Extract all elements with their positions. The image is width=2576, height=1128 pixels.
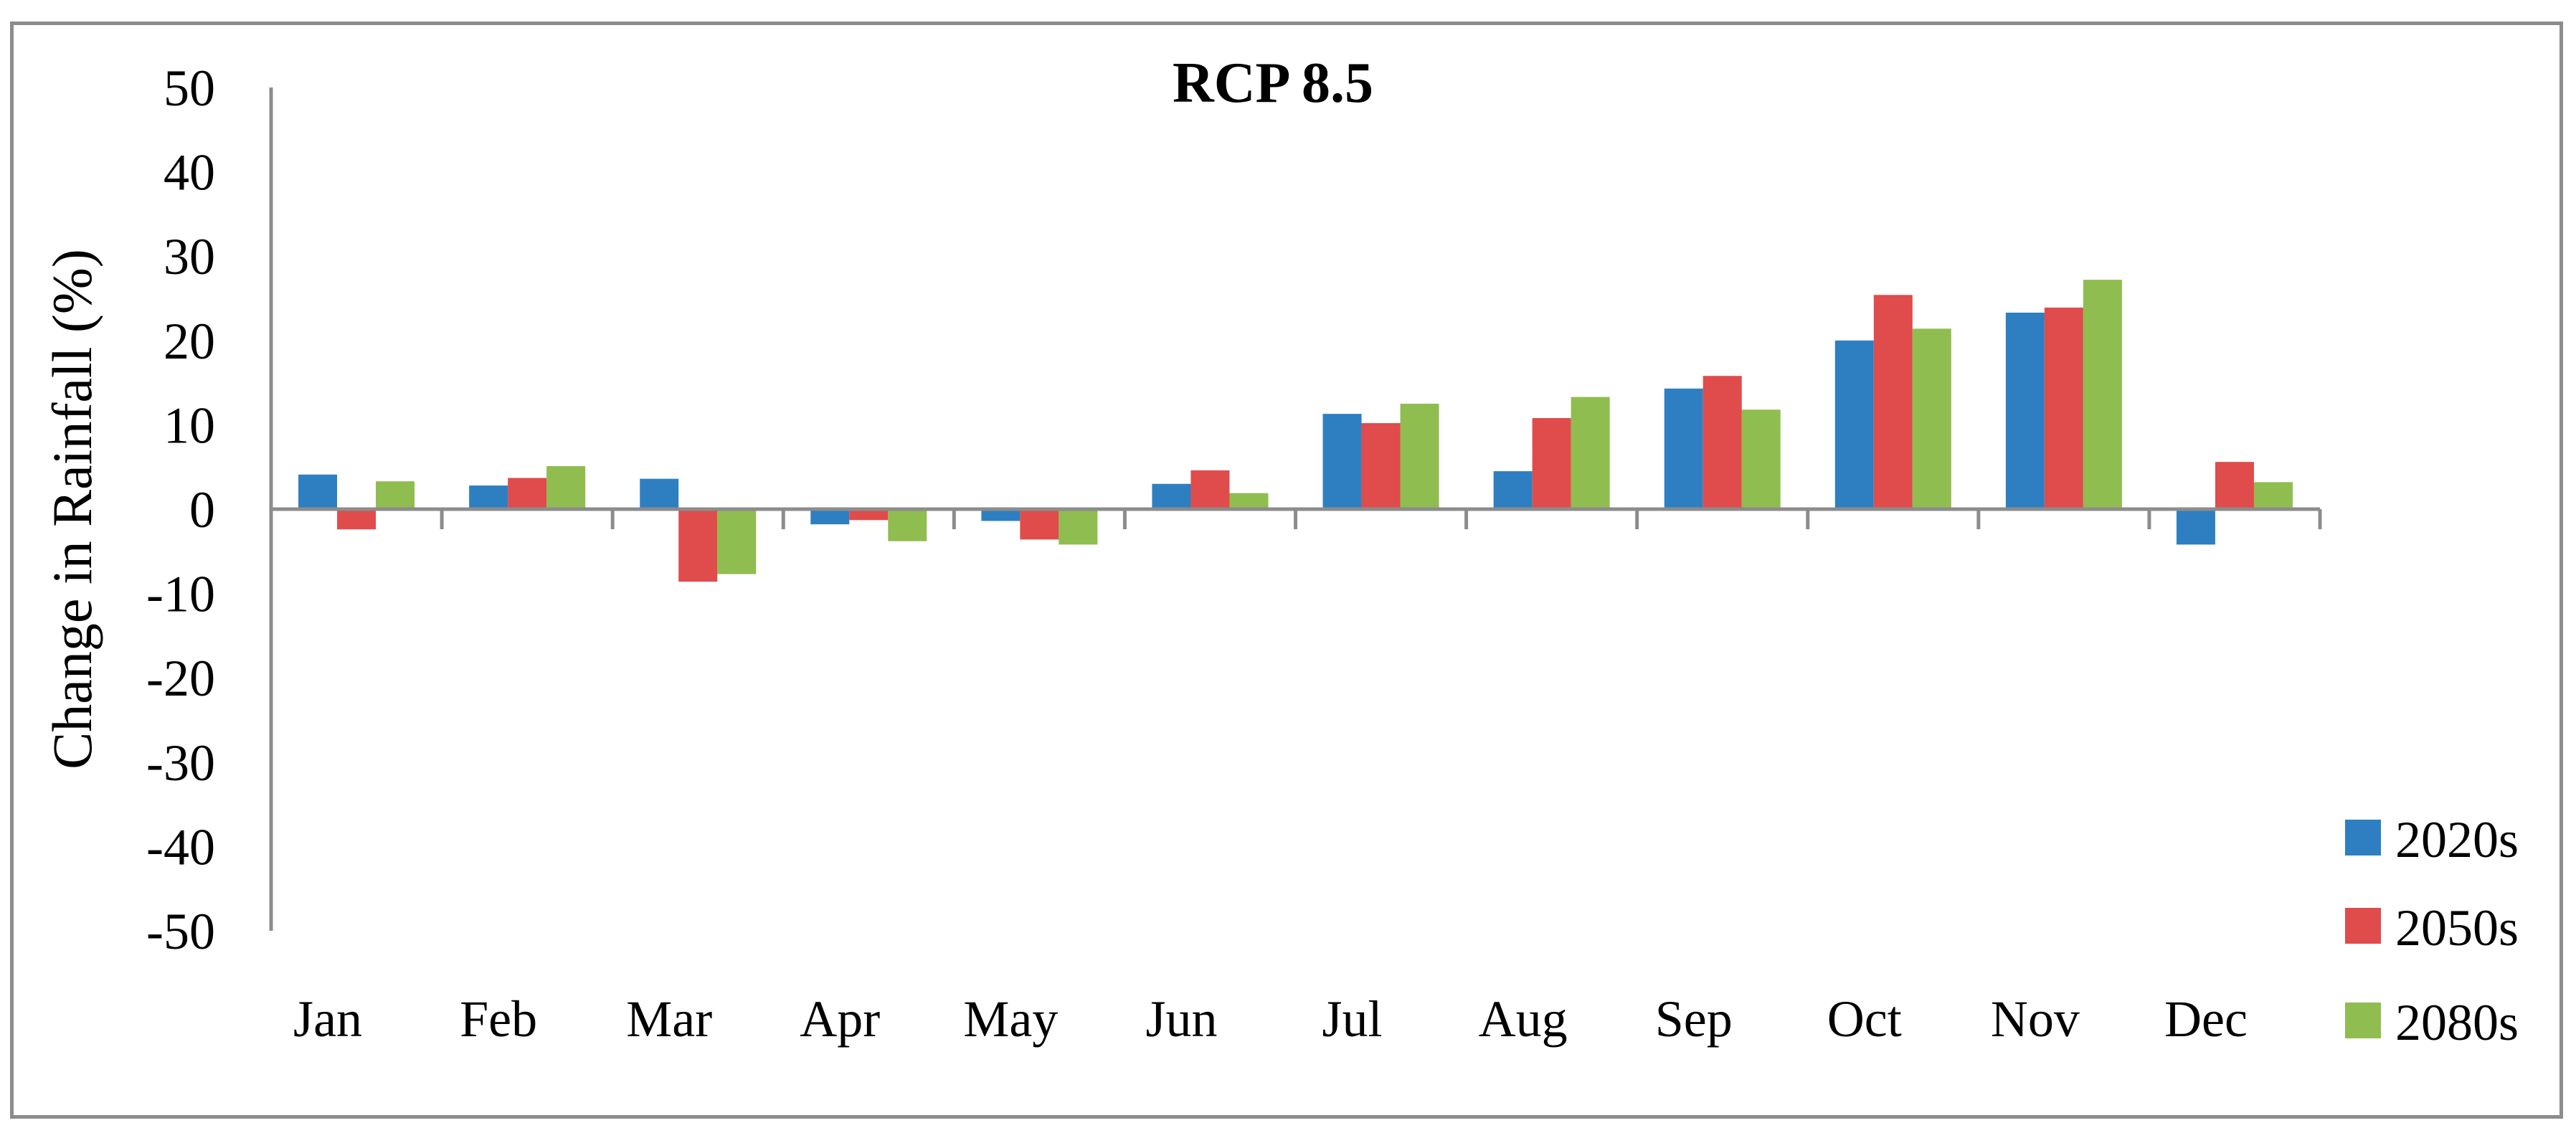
bar-2020s-Jul [1322,414,1362,509]
bar-2080s-Mar [717,509,757,574]
axes-layer [269,87,2322,931]
x-tick-label-apr: Apr [800,990,880,1048]
y-tick-label: 40 [164,144,215,202]
y-tick-label: 30 [164,228,215,285]
bar-2080s-Sep [1741,409,1781,509]
bar-2080s-Jan [376,481,415,509]
y-tick-labels: 50 40 30 20 10 0 -10 -20 -30 -40 -50 [146,60,215,960]
legend-label-2050s: 2050s [2395,899,2519,957]
legend-swatch-2050s [2345,908,2381,944]
bar-2050s-Apr [849,509,889,521]
y-tick-label: 10 [164,397,215,454]
x-tick-label-jun: Jun [1145,990,1217,1048]
bar-2020s-Sep [1664,388,1703,509]
x-tick-label-may: May [963,990,1058,1048]
x-tick-label-mar: Mar [626,990,712,1048]
bar-2050s-Feb [508,478,547,509]
x-tick-label-jan: Jan [293,990,362,1048]
bar-2050s-Jun [1190,470,1230,509]
chart-frame [10,22,2563,1119]
y-tick-label: -40 [146,818,215,876]
bar-2080s-Oct [1912,328,1951,509]
legend-swatch-2080s [2345,1003,2381,1038]
bar-2020s-Nov [2005,312,2045,509]
bar-2050s-Oct [1873,295,1913,509]
bar-2050s-May [1020,509,1059,540]
chart-title: RCP 8.5 [1173,52,1373,115]
bar-2020s-Apr [810,509,850,525]
x-tick-label-sep: Sep [1655,990,1733,1048]
bar-2080s-Nov [2083,280,2122,509]
bars-layer [298,280,2293,582]
bar-2050s-Sep [1703,376,1742,509]
bar-2020s-Jun [1152,483,1191,509]
bar-2020s-Dec [2176,509,2215,545]
bar-2020s-May [981,509,1021,521]
bar-2080s-Apr [888,509,927,541]
bar-2050s-Jan [337,509,377,530]
x-tick-labels: Jan Feb Mar Apr May Jun Jul Aug Sep Oct Nov Dec [293,990,2248,1048]
bar-2050s-Mar [678,509,718,582]
y-tick-label: -20 [146,650,215,707]
x-tick-label-feb: Feb [460,990,537,1048]
bar-2050s-Dec [2215,462,2254,509]
bar-2050s-Jul [1361,423,1401,509]
y-tick-label: 0 [189,481,215,539]
x-tick-label-oct: Oct [1827,990,1902,1048]
legend-label-2020s: 2020s [2395,811,2519,868]
bar-2080s-Aug [1571,397,1610,509]
y-tick-label: 50 [164,60,215,117]
bar-2080s-May [1059,509,1098,545]
y-tick-label: -10 [146,566,215,623]
bar-2080s-Feb [546,466,586,509]
legend-label-2080s: 2080s [2395,994,2519,1051]
x-tick-label-dec: Dec [2164,990,2248,1048]
y-axis-title: Change in Rainfall (%) [41,249,103,769]
y-tick-label: 20 [164,313,215,370]
bar-2080s-Dec [2253,482,2293,509]
legend: 2020s 2050s 2080s [2345,811,2519,1051]
y-tick-label: -50 [146,903,215,960]
bar-2050s-Aug [1532,417,1571,509]
bar-2020s-Feb [469,485,508,509]
x-tick-label-nov: Nov [1991,990,2080,1048]
bar-2080s-Jul [1400,404,1439,509]
bar-2020s-Aug [1493,471,1533,509]
bar-2020s-Oct [1834,340,1874,509]
bar-2050s-Nov [2044,307,2083,509]
bar-2080s-Jun [1229,493,1269,509]
x-tick-label-aug: Aug [1479,990,1568,1048]
x-tick-label-jul: Jul [1322,990,1383,1048]
legend-swatch-2020s [2345,820,2381,856]
bar-2020s-Jan [298,474,338,509]
y-tick-label: -30 [146,734,215,792]
bar-2020s-Mar [640,478,679,509]
